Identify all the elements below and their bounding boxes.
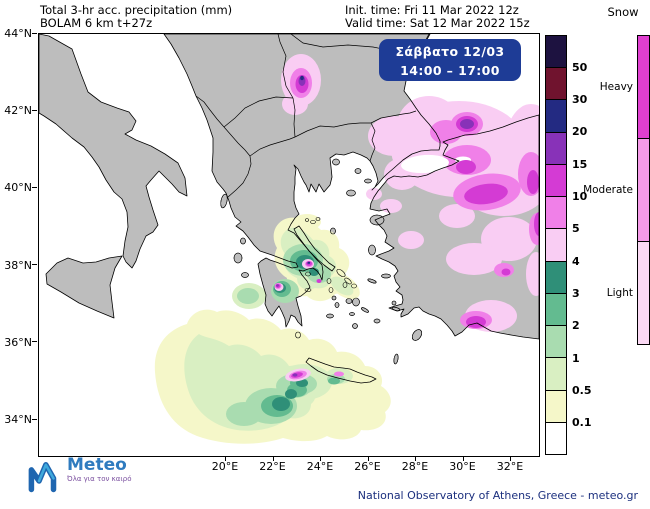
colorbar-tick-label: 10	[572, 190, 588, 204]
meteo-logo-text: Meteo	[67, 455, 127, 475]
model-label: BOLAM 6 km t+27z	[40, 16, 153, 30]
lon-tick	[272, 456, 274, 461]
colorbar-segment	[546, 421, 566, 455]
meteo-logo: Meteo Όλα για τον καιρό	[28, 456, 132, 494]
precipitation-layer	[154, 54, 539, 444]
snow-legend-title: Snow	[607, 5, 639, 19]
lat-tick	[32, 109, 37, 111]
colorbar-segment	[546, 292, 566, 326]
colorbar-segment	[546, 36, 566, 68]
colorbar-tick-label: 0.1	[572, 416, 592, 430]
snow-colorbar	[637, 35, 650, 345]
lon-tick	[320, 456, 321, 461]
snow-segment	[638, 36, 649, 138]
colorbar-segment	[546, 196, 566, 229]
snow-intensity-label: Light	[606, 287, 633, 300]
lat-label: 34°N	[4, 413, 32, 426]
colorbar-tick-label: 0.5	[572, 383, 592, 397]
map-canvas	[39, 34, 539, 456]
init-time: Init. time: Fri 11 Mar 2022 12z	[345, 3, 519, 17]
lon-label: 24°E	[306, 460, 334, 473]
valid-time: Valid time: Sat 12 Mar 2022 15z	[345, 16, 530, 30]
lat-label: 40°N	[4, 181, 32, 195]
lon-label: 32°E	[496, 460, 524, 473]
meteo-logo-icon	[28, 462, 57, 493]
lon-tick	[462, 456, 464, 461]
colorbar-segment	[546, 99, 566, 132]
snow-intensity-label: Heavy	[599, 80, 633, 93]
snow-segment	[638, 138, 649, 241]
colorbar-tick-label: 1	[572, 351, 580, 365]
colorbar-segment	[546, 228, 566, 261]
lat-label: 38°N	[4, 258, 32, 272]
lat-label: 36°N	[4, 335, 32, 349]
lon-tick	[225, 456, 226, 461]
forecast-date: Σάββατο 12/03	[395, 44, 505, 59]
map-frame: Σάββατο 12/03 14:00 – 17:00	[38, 33, 540, 457]
lon-tick	[367, 456, 369, 461]
lon-label: 30°E	[449, 460, 476, 473]
snow-intensity-label: Moderate	[583, 184, 633, 196]
forecast-hours: 14:00 – 17:00	[400, 63, 500, 79]
colorbar-segment	[546, 389, 566, 422]
product-title: Total 3-hr acc. precipitation (mm)	[40, 3, 233, 17]
colorbar-segment	[546, 67, 566, 100]
attribution: National Observatory of Athens, Greece -…	[357, 489, 638, 502]
colorbar-segment	[546, 325, 566, 358]
snow-segment	[638, 241, 649, 344]
lon-tick	[415, 456, 416, 461]
lat-tick	[32, 186, 37, 188]
lat-tick	[32, 341, 37, 343]
lon-label: 26°E	[354, 460, 381, 473]
colorbar-segment	[546, 131, 566, 164]
precip-colorbar	[545, 35, 567, 455]
lon-label: 22°E	[259, 460, 286, 473]
colorbar-tick-label: 2	[572, 319, 580, 333]
forecast-period-box: Σάββατο 12/03 14:00 – 17:00	[379, 39, 521, 81]
lon-label: 20°E	[211, 460, 239, 473]
colorbar-tick-label: 4	[572, 254, 580, 268]
colorbar-segment	[546, 260, 566, 293]
lat-tick	[32, 32, 37, 34]
colorbar-tick-label: 20	[572, 125, 588, 139]
colorbar-segment	[546, 357, 566, 390]
lon-tick	[510, 456, 511, 461]
colorbar-segment	[546, 163, 566, 197]
lat-tick	[32, 264, 37, 266]
colorbar-tick-label: 15	[572, 157, 588, 171]
lat-label: 42°N	[4, 104, 32, 118]
colorbar-tick-label: 3	[572, 286, 580, 300]
meteo-logo-tagline: Όλα για τον καιρό	[67, 475, 132, 483]
colorbar-tick-label: 50	[572, 60, 588, 74]
colorbar-tick-label: 5	[572, 222, 580, 236]
lon-label: 28°E	[401, 460, 429, 473]
colorbar-tick-label: 30	[572, 93, 588, 107]
lat-label: 44°N	[4, 27, 32, 40]
lat-tick	[32, 418, 37, 420]
